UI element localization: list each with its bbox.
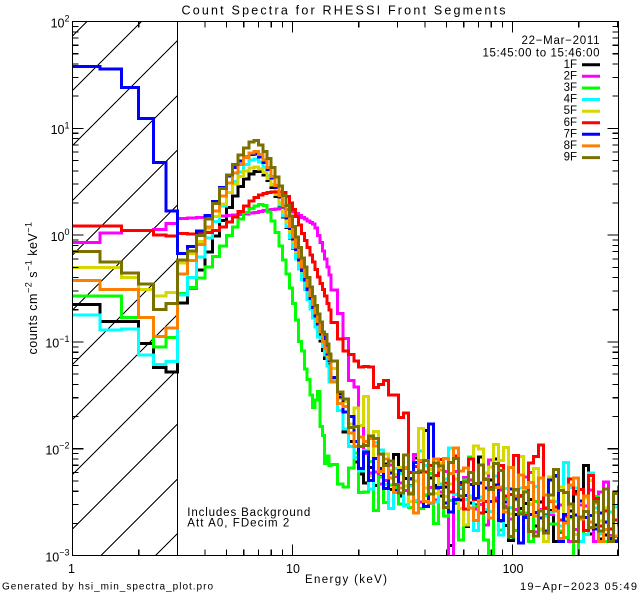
svg-text:19−Apr−2023 05:49: 19−Apr−2023 05:49: [520, 581, 637, 593]
svg-text:1F: 1F: [564, 59, 577, 71]
svg-text:Generated by hsi_min_spectra_p: Generated by hsi_min_spectra_plot.pro: [2, 582, 213, 593]
svg-text:15:45:00 to 15:46:00: 15:45:00 to 15:46:00: [483, 48, 600, 60]
svg-text:3F: 3F: [564, 82, 577, 94]
svg-text:Energy (keV): Energy (keV): [305, 574, 387, 586]
svg-text:counts cm−2 s−1 keV−1: counts cm−2 s−1 keV−1: [24, 221, 41, 354]
svg-text:6F: 6F: [564, 117, 577, 129]
svg-text:10: 10: [286, 562, 300, 576]
svg-text:Includes Background: Includes Background: [187, 507, 310, 519]
svg-text:1: 1: [68, 562, 75, 576]
svg-text:9F: 9F: [564, 152, 577, 164]
svg-text:5F: 5F: [564, 105, 577, 117]
svg-text:22−Mar−2011: 22−Mar−2011: [522, 35, 600, 47]
svg-text:2F: 2F: [564, 70, 577, 82]
svg-text:8F: 8F: [564, 140, 577, 152]
svg-text:100: 100: [503, 562, 524, 576]
svg-text:Att A0, FDecim 2: Att A0, FDecim 2: [187, 518, 289, 530]
svg-text:4F: 4F: [564, 94, 577, 106]
svg-text:7F: 7F: [564, 128, 577, 140]
